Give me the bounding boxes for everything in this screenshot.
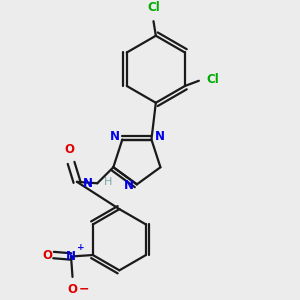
Text: N: N	[154, 130, 165, 143]
Text: N: N	[83, 177, 93, 190]
Text: Cl: Cl	[207, 73, 220, 86]
Text: O: O	[68, 283, 77, 296]
Text: H: H	[104, 177, 112, 187]
Text: +: +	[77, 243, 85, 252]
Text: −: −	[79, 282, 89, 295]
Text: N: N	[124, 179, 134, 192]
Text: O: O	[42, 248, 52, 262]
Text: Cl: Cl	[147, 1, 160, 14]
Text: N: N	[110, 130, 120, 143]
Text: N: N	[66, 250, 76, 263]
Text: O: O	[64, 143, 75, 157]
